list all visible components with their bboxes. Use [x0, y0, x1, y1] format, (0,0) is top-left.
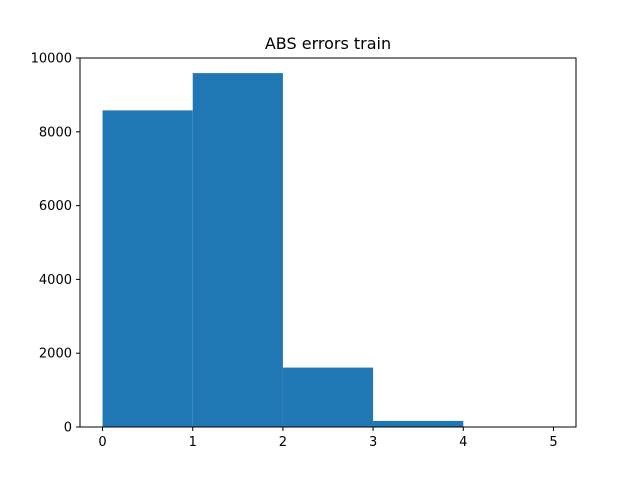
histogram-bar-3: [373, 420, 464, 427]
histogram-bar-1: [192, 73, 283, 427]
y-tick-label: 0: [64, 421, 72, 436]
plot-frame: [79, 57, 577, 428]
y-tick-label: 8000: [39, 125, 72, 140]
y-axis: 0 2000 4000 6000 8000 10000: [31, 52, 80, 436]
y-tick-label: 10000: [31, 52, 72, 67]
y-tick-label: 6000: [39, 199, 72, 214]
chart-title: ABS errors train: [265, 34, 391, 53]
x-tick-label: 2: [279, 435, 287, 450]
x-tick-label: 4: [459, 435, 467, 450]
x-axis: 0 1 2 3 4 5: [98, 427, 558, 450]
histogram-bar-2: [282, 367, 374, 427]
x-tick-label: 5: [549, 435, 557, 450]
x-tick-label: 0: [98, 435, 106, 450]
y-tick-label: 4000: [39, 273, 72, 288]
x-tick-label: 3: [369, 435, 377, 450]
y-tick-label: 2000: [39, 347, 72, 362]
histogram-bar-0: [102, 110, 193, 427]
bars-group: [102, 73, 554, 427]
x-tick-label: 1: [189, 435, 197, 450]
